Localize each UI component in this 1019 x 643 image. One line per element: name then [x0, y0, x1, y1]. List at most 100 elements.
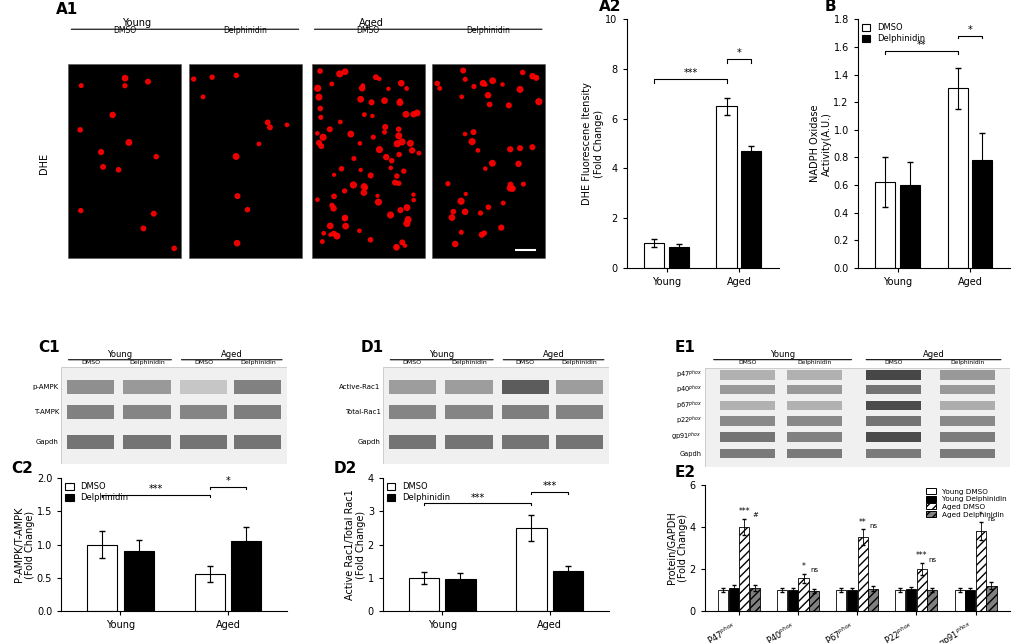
Point [313, 141, 329, 151]
Legend: DMSO, Delphinidin: DMSO, Delphinidin [62, 479, 131, 505]
Point [239, 204, 256, 215]
Text: Delphinidin: Delphinidin [239, 360, 275, 365]
Point [116, 80, 132, 91]
Text: A2: A2 [599, 0, 622, 14]
Text: p67$^{phox}$: p67$^{phox}$ [675, 399, 701, 412]
Point [336, 212, 353, 222]
Point [314, 237, 330, 247]
Point [354, 83, 370, 93]
Point [397, 109, 414, 120]
Text: Aged: Aged [542, 350, 564, 359]
Bar [899, 185, 919, 268]
Point [325, 191, 341, 201]
Point [262, 122, 278, 132]
Point [396, 240, 413, 251]
Bar [179, 435, 227, 449]
Bar [719, 449, 774, 458]
Point [382, 163, 398, 173]
Text: *: * [978, 511, 982, 520]
Bar [787, 385, 842, 394]
Point [328, 231, 344, 241]
Text: B: B [823, 0, 836, 14]
Point [356, 188, 372, 198]
Point [95, 162, 111, 172]
Text: Delphinidin: Delphinidin [949, 361, 983, 365]
Text: p40$^{phox}$: p40$^{phox}$ [675, 383, 701, 396]
Point [470, 145, 486, 156]
Point [278, 120, 294, 130]
Point [453, 92, 470, 102]
Bar [431, 64, 544, 258]
Point [344, 180, 361, 190]
Point [357, 183, 373, 193]
Bar [555, 435, 602, 449]
Point [371, 74, 387, 84]
Text: DMSO: DMSO [81, 360, 100, 365]
Bar [444, 405, 492, 419]
Text: ***: *** [683, 68, 697, 78]
Text: #: # [751, 512, 757, 518]
Point [336, 67, 353, 77]
Bar [189, 64, 302, 258]
Point [390, 131, 407, 141]
Point [146, 208, 162, 219]
Text: DMSO: DMSO [403, 360, 422, 365]
Point [315, 228, 331, 239]
Text: Aged: Aged [922, 350, 944, 359]
Point [475, 78, 491, 89]
Point [452, 227, 469, 237]
Point [494, 198, 511, 208]
Bar [874, 182, 895, 268]
Text: Gapdh: Gapdh [36, 439, 59, 445]
Point [443, 212, 460, 222]
Point [353, 165, 369, 175]
Point [457, 74, 473, 84]
Point [332, 117, 348, 127]
Text: D2: D2 [333, 460, 357, 476]
Bar [555, 405, 602, 419]
Text: *: * [736, 48, 741, 58]
Point [336, 186, 353, 196]
Bar [975, 531, 985, 611]
Point [365, 132, 381, 142]
Point [371, 145, 387, 155]
Bar [123, 435, 170, 449]
Point [309, 83, 325, 93]
Text: DMSO: DMSO [194, 360, 213, 365]
Point [227, 151, 244, 161]
Bar [728, 588, 738, 611]
Point [528, 72, 544, 82]
Bar [798, 578, 808, 611]
Point [480, 202, 496, 212]
Point [322, 230, 338, 240]
Point [369, 191, 385, 201]
Point [326, 170, 342, 180]
Point [228, 70, 245, 80]
Text: p22$^{phox}$: p22$^{phox}$ [675, 415, 701, 428]
Text: Young: Young [429, 350, 453, 359]
Point [524, 142, 540, 152]
Bar [643, 243, 663, 268]
Point [524, 71, 540, 82]
Bar [555, 379, 602, 394]
Point [429, 78, 445, 89]
Point [515, 179, 531, 189]
Point [195, 92, 211, 102]
Point [390, 178, 407, 188]
Legend: DMSO, Delphinidin: DMSO, Delphinidin [858, 20, 927, 46]
Bar [719, 370, 774, 379]
Bar [938, 385, 994, 394]
Bar [67, 379, 114, 394]
Point [494, 79, 511, 89]
Point [251, 139, 267, 149]
Bar [776, 590, 787, 611]
Bar [808, 591, 818, 611]
Point [117, 73, 133, 84]
Point [405, 109, 421, 120]
Point [404, 145, 420, 156]
Y-axis label: Active Rac1/Total Rac1
(Fold Change): Active Rac1/Total Rac1 (Fold Change) [344, 489, 366, 600]
Point [376, 95, 392, 105]
Bar [445, 579, 475, 611]
Bar [719, 432, 774, 442]
Bar [905, 589, 915, 611]
